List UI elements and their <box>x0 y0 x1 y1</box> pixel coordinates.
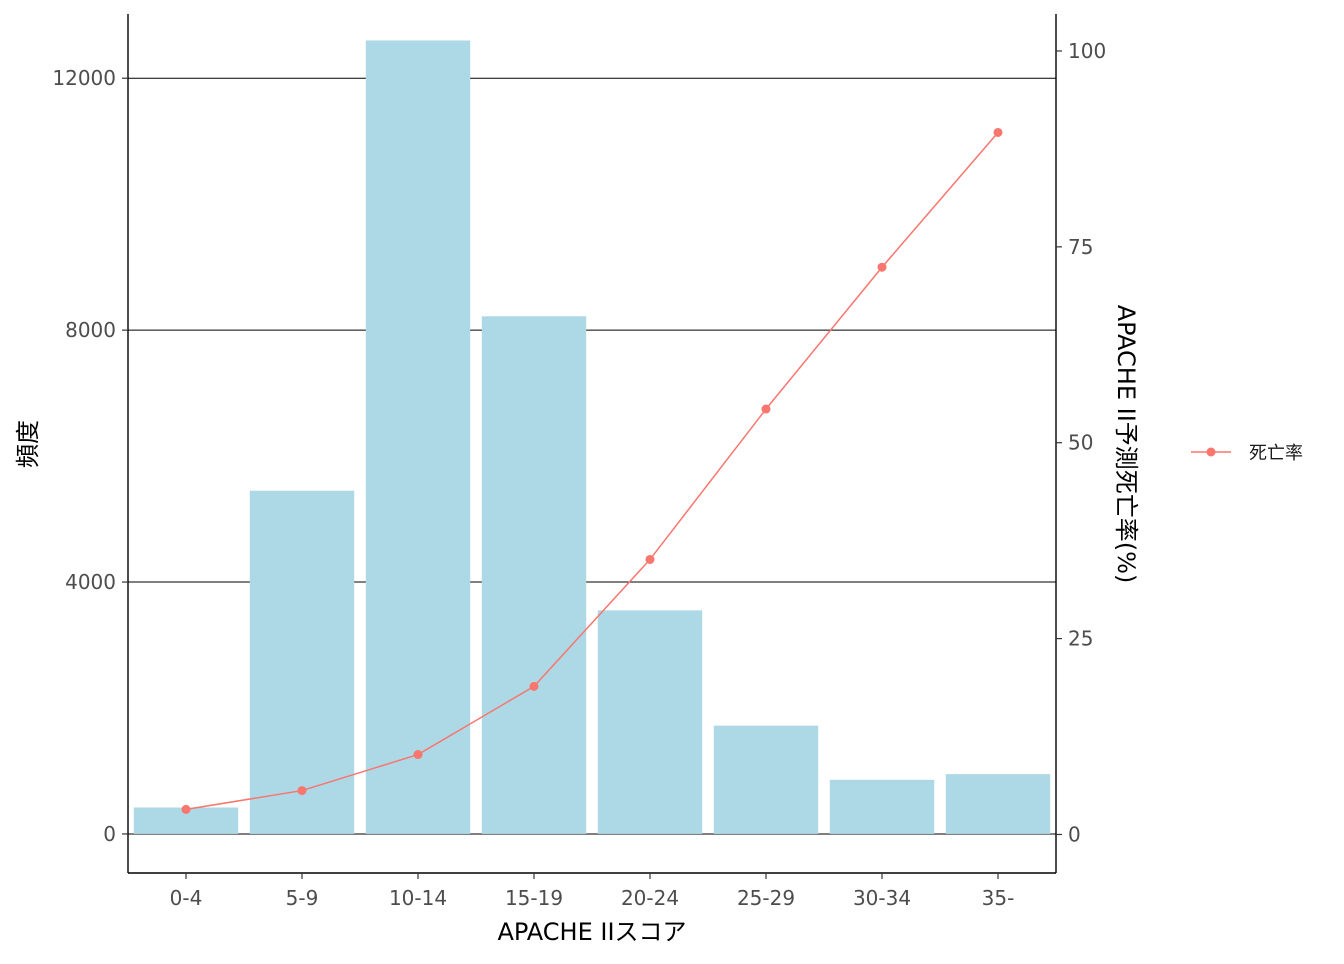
x-axis-title: APACHE IIスコア <box>497 918 686 946</box>
mortality-point-35- <box>993 127 1003 137</box>
axes <box>127 14 1057 874</box>
x-tick-label: 20-24 <box>621 886 679 910</box>
x-tick-label: 0-4 <box>170 886 203 910</box>
mortality-point-10-14 <box>413 750 423 760</box>
mortality-point-30-34 <box>877 262 887 272</box>
y2-tick-label: 50 <box>1068 431 1093 455</box>
bar-35- <box>945 774 1051 834</box>
legend-key-point <box>1206 447 1216 457</box>
bar-20-24 <box>597 610 703 834</box>
tick-labels: 0 4000 8000 12000 0 25 50 75 100 0-4 5-9 10-14 15-19… <box>52 39 1106 910</box>
bar-25-29 <box>713 725 819 834</box>
y2-tick-label: 25 <box>1068 627 1093 651</box>
bar-10-14 <box>365 40 471 834</box>
mortality-point-0-4 <box>181 804 191 814</box>
x-tick-label: 35- <box>982 886 1015 910</box>
y-tick-label: 0 <box>103 822 116 846</box>
x-tick-label: 10-14 <box>389 886 447 910</box>
legend-label-mortality: 死亡率 <box>1249 443 1303 464</box>
y2-tick-label: 0 <box>1068 822 1081 846</box>
y-tick-label: 4000 <box>65 570 116 594</box>
y2-tick-label: 100 <box>1068 39 1106 63</box>
mortality-line-series <box>181 127 1003 814</box>
y2-axis-title: APACHE II予測死亡率(%) <box>1112 305 1140 584</box>
mortality-point-5-9 <box>297 786 307 796</box>
legend: 死亡率 <box>1191 443 1303 464</box>
x-tick-label: 15-19 <box>505 886 563 910</box>
y-axis-title: 頻度 <box>14 420 42 468</box>
mortality-point-20-24 <box>645 554 655 564</box>
x-tick-label: 5-9 <box>286 886 319 910</box>
bar-5-9 <box>249 490 355 834</box>
mortality-point-25-29 <box>761 404 771 414</box>
y-tick-label: 8000 <box>65 318 116 342</box>
x-tick-label: 25-29 <box>737 886 795 910</box>
bar-30-34 <box>829 779 935 834</box>
bars <box>133 40 1051 834</box>
bar-15-19 <box>481 316 587 834</box>
y-tick-label: 12000 <box>52 66 116 90</box>
mortality-line <box>185 131 999 811</box>
mortality-point-15-19 <box>529 681 539 691</box>
y2-tick-label: 75 <box>1068 235 1093 259</box>
x-tick-label: 30-34 <box>853 886 911 910</box>
